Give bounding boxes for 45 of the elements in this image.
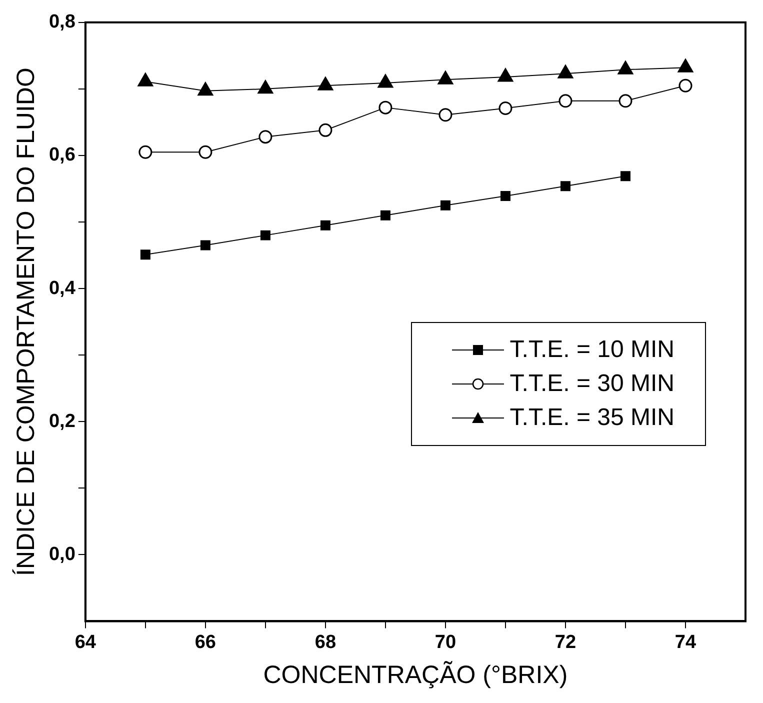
point bbox=[138, 145, 152, 159]
point bbox=[498, 101, 512, 115]
y-tick-label: 0,8 bbox=[48, 12, 76, 33]
y-tick-label: 0,0 bbox=[48, 544, 76, 565]
point bbox=[618, 94, 632, 108]
x-tick-label: 70 bbox=[434, 632, 456, 653]
x-tick-label: 66 bbox=[194, 632, 216, 653]
point bbox=[678, 58, 694, 72]
point bbox=[260, 230, 270, 240]
point bbox=[558, 94, 572, 108]
y-tick-label: 0,2 bbox=[48, 410, 76, 432]
point bbox=[440, 200, 450, 210]
point bbox=[378, 74, 394, 88]
point bbox=[498, 68, 514, 82]
point bbox=[198, 145, 212, 159]
legend-label: T.T.E. = 10 MIN bbox=[510, 334, 674, 365]
point bbox=[198, 82, 214, 96]
point bbox=[618, 60, 634, 74]
point bbox=[258, 80, 274, 94]
point bbox=[320, 220, 330, 230]
point bbox=[378, 100, 392, 114]
point bbox=[438, 108, 452, 122]
x-tick-label: 68 bbox=[314, 632, 336, 653]
y-tick-label: 0,6 bbox=[48, 144, 76, 166]
x-tick-label: 72 bbox=[554, 632, 576, 653]
point bbox=[620, 171, 630, 182]
legend-label: T.T.E. = 35 MIN bbox=[510, 402, 674, 433]
legend-label: T.T.E. = 30 MIN bbox=[510, 368, 674, 399]
point bbox=[380, 210, 390, 220]
point bbox=[558, 64, 574, 78]
y-axis-title: ÍNDICE DE COMPORTAMENTO DO FLUIDO bbox=[12, 68, 40, 576]
x-tick-label: 64 bbox=[74, 632, 96, 653]
point bbox=[560, 181, 570, 192]
x-axis-title: CONCENTRAÇÃO (°BRIX) bbox=[263, 660, 568, 689]
point bbox=[318, 123, 332, 137]
point bbox=[318, 76, 334, 90]
point bbox=[200, 240, 210, 250]
point bbox=[678, 78, 692, 92]
x-tick-label: 74 bbox=[674, 632, 696, 653]
point bbox=[438, 70, 454, 84]
point bbox=[500, 191, 510, 202]
point bbox=[258, 130, 272, 144]
point bbox=[140, 250, 150, 260]
point bbox=[138, 72, 154, 86]
y-tick-label: 0,4 bbox=[48, 278, 76, 299]
